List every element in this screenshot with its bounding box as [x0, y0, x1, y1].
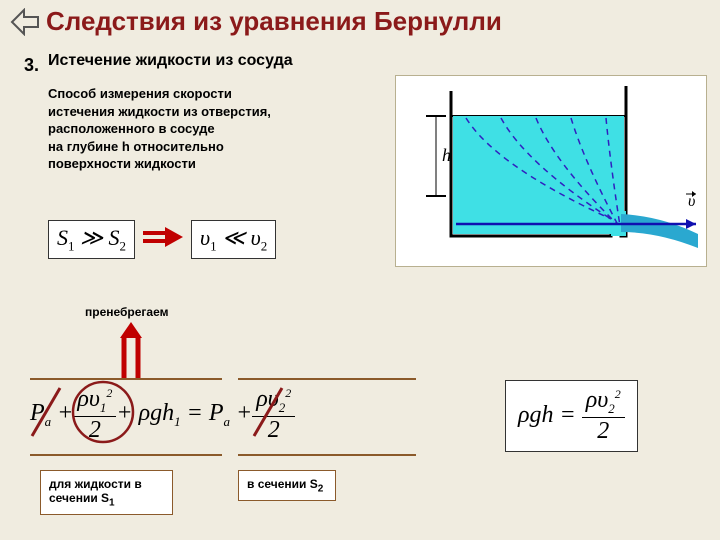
label-section-1-text: для жидкости в сечении S [49, 477, 142, 505]
desc-l4: на глубине h относительно [48, 139, 224, 154]
result-equation: ρgh = ρυ222 [505, 380, 638, 452]
subtitle: Истечение жидкости из сосуда [48, 52, 293, 70]
label-section-1: для жидкости в сечении S1 [40, 470, 173, 515]
back-arrow-icon[interactable] [10, 8, 40, 36]
v-label: υ [688, 193, 695, 210]
label-section-2: в сечении S2 [238, 470, 336, 501]
label-section-1-sub: 1 [109, 497, 115, 508]
ineq-v1-v2: υ1 ≪ υ2 [191, 220, 276, 259]
inequality-row: S1 ≫ S2 υ1 ≪ υ2 [48, 220, 276, 259]
label-section-2-sub: 2 [318, 483, 324, 494]
item-number: 3. [24, 55, 39, 76]
page-title: Следствия из уравнения Бернулли [46, 6, 502, 37]
bernoulli-equation: Pa + ρυ122 + ρgh1 = Pa + ρυ222 [30, 380, 420, 450]
h-label: h [442, 145, 451, 165]
implies-arrow-icon [141, 225, 185, 254]
vessel-diagram: h υ [395, 75, 707, 267]
desc-l5: поверхности жидкости [48, 156, 196, 171]
label-section-2-text: в сечении S [247, 477, 318, 491]
desc-l2: истечения жидкости из отверстия, [48, 104, 271, 119]
description: Способ измерения скорости истечения жидк… [48, 85, 368, 173]
neglect-arrow-icon [120, 322, 142, 383]
ineq-s1-s2: S1 ≫ S2 [48, 220, 135, 259]
neglect-label: пренебрегаем [85, 305, 169, 319]
desc-l1: Способ измерения скорости [48, 86, 232, 101]
desc-l3: расположенного в сосуде [48, 121, 215, 136]
